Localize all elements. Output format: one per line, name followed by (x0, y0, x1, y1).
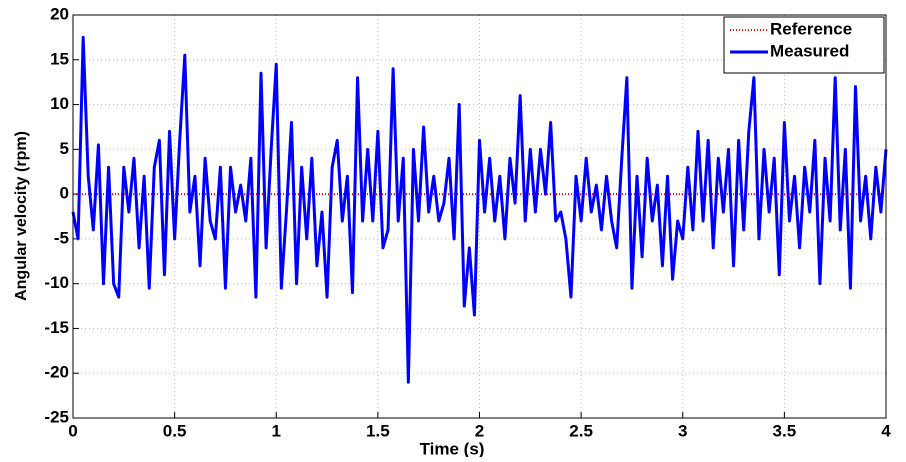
x-axis-label: Time (s) (420, 439, 485, 457)
legend-label: Reference (770, 19, 852, 38)
plot-frame (72, 14, 887, 419)
y-axis-label: Angular velocity (rpm) (13, 131, 30, 301)
y-tick-label: -20 (44, 363, 69, 382)
x-tick-label: 1 (272, 421, 281, 440)
y-tick-label: 5 (60, 139, 69, 158)
x-tick-label: 2.5 (569, 421, 593, 440)
y-tick-label: -15 (44, 318, 69, 337)
y-tick-label: -5 (54, 228, 69, 247)
y-tick-label: -10 (44, 273, 69, 292)
y-tick-label: 0 (60, 184, 69, 203)
y-tick-label: 15 (50, 49, 69, 68)
x-tick-label: 0 (68, 421, 77, 440)
x-tick-label: 3 (678, 421, 687, 440)
y-tick-label: 20 (50, 4, 69, 23)
legend-box (723, 16, 885, 74)
x-tick-label: 4 (881, 421, 891, 440)
x-tick-label: 3.5 (773, 421, 797, 440)
x-tick-label: 0.5 (163, 421, 187, 440)
x-tick-label: 1.5 (366, 421, 390, 440)
y-tick-label: -25 (44, 407, 69, 426)
series-line (71, 35, 888, 384)
legend-label: Measured (770, 41, 849, 60)
y-tick-label: 10 (50, 94, 69, 113)
x-tick-label: 2 (475, 421, 484, 440)
